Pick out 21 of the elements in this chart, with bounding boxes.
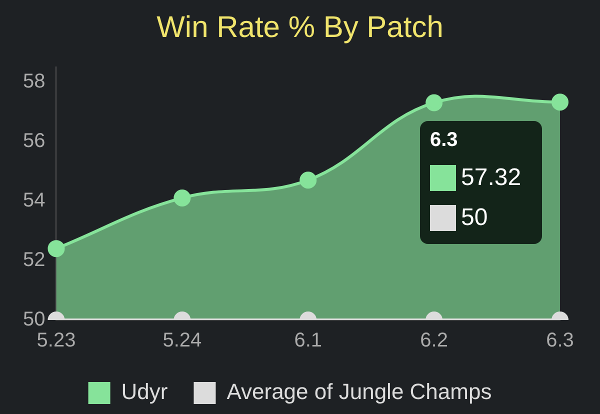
point: [552, 94, 568, 111]
point: [300, 172, 317, 189]
annotation: 6.3: [430, 129, 459, 152]
annotation: 57.32: [461, 164, 522, 192]
legend-label: Udyr: [121, 379, 168, 404]
x-tick-label: 6.3: [546, 330, 574, 352]
x-tick-label: 6.1: [294, 330, 322, 352]
point: [174, 189, 191, 206]
x-tick-label: 6.2: [420, 330, 448, 352]
y-tick-label: 50: [22, 308, 46, 331]
y-tick-label: 52: [22, 248, 46, 271]
tooltip: 6.3 57.32 50: [420, 121, 542, 244]
y-tick-label: 56: [22, 130, 46, 152]
y-tick-label: 54: [22, 189, 46, 212]
y-tick-label: 58: [22, 70, 46, 92]
legend-label: Average of Jungle Champs: [226, 379, 492, 404]
x-tick-label: 5.23: [36, 330, 76, 352]
x-tick-label: 5.24: [162, 330, 202, 352]
annotation: 50: [461, 204, 488, 232]
point: [426, 94, 443, 112]
chart-title: Win Rate % By Patch: [156, 10, 444, 46]
